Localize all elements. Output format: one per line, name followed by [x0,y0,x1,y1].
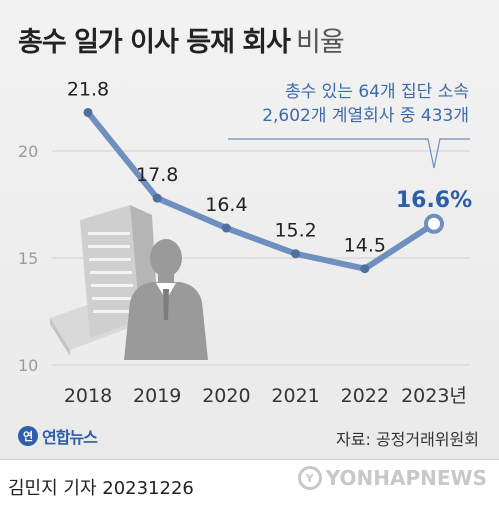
x-tick-label-2019: 2019 [133,385,181,407]
value-label-2021: 15.2 [274,220,316,242]
value-label-2019: 17.8 [136,164,178,186]
y-tick-label-15: 15 [18,249,38,268]
title-suffix: 비율 [296,27,345,58]
data-point-2022 [360,264,370,274]
value-label-2018: 21.8 [67,78,109,100]
gridlines: 10 15 20 [18,142,470,375]
watermark-text: YONHAPNEWS [325,466,487,490]
chart-marks: 21.8 2018 17.8 2019 16.4 2020 15.2 2021 14.5 2022… [64,78,472,407]
x-tick-label-2020: 2020 [202,385,250,407]
note-line-2: 2,602개 계열회사 중 433개 [262,106,469,126]
note-line-1: 총수 있는 64개 집단 소속 [284,82,469,102]
x-tick-label-2021: 2021 [271,385,319,407]
logo-text: 연합뉴스 [42,428,98,447]
y-tick-label-10: 10 [18,356,38,375]
source-text: 자료: 공정거래위원회 [336,430,479,449]
data-point-2018 [83,107,93,117]
value-label-2022: 14.5 [344,235,386,257]
data-point-2020 [221,223,231,233]
building-businessman-illustration [50,205,208,360]
data-point-2019 [152,193,162,203]
watermark-mark-icon: Y [297,466,322,490]
x-tick-label-2018: 2018 [64,385,112,407]
annotation-note: 총수 있는 64개 집단 소속 2,602개 계열회사 중 433개 [262,80,469,128]
logo-mark-icon: 연 [18,426,38,446]
chart-title: 총수 일가 이사 등재 회사 비율 [18,20,345,59]
yonhap-logo: 연 연합뉴스 [18,424,98,448]
x-tick-label-2023년: 2023년 [401,385,467,407]
annotation-pointer-line [228,138,470,169]
title-main: 총수 일가 이사 등재 회사 [18,27,291,58]
value-label-2023년: 16.6% [396,188,472,213]
data-point-2021 [291,249,301,259]
yonhapnews-watermark: Y YONHAPNEWS [297,466,487,490]
x-tick-label-2022: 2022 [341,385,389,407]
y-tick-label-20: 20 [18,142,38,161]
reporter-byline: 김민지 기자 20231226 [8,478,194,499]
line-chart: 10 15 20 21.8 2018 17.8 2019 16.4 2020 15.2 2021 1… [18,78,472,407]
series-line [85,109,437,272]
value-label-2020: 16.4 [205,194,247,216]
footer-divider [0,459,499,460]
data-point-2023년 [424,213,444,234]
